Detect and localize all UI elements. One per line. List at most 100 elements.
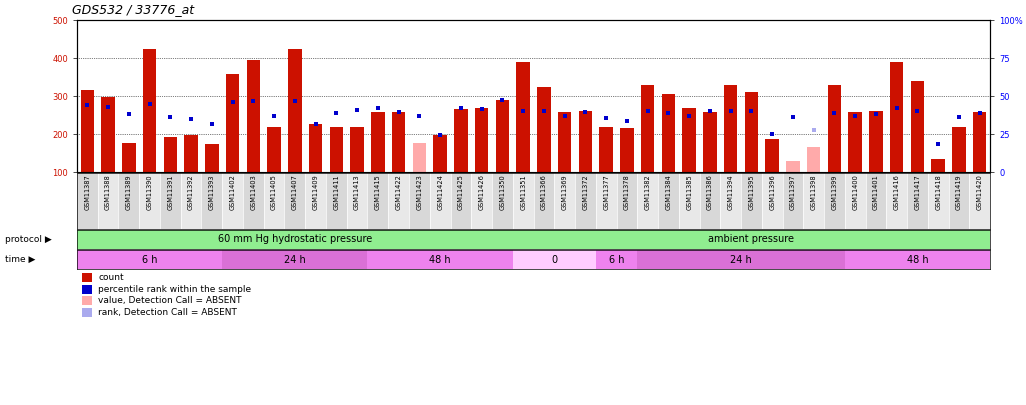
Text: rank, Detection Call = ABSENT: rank, Detection Call = ABSENT xyxy=(98,308,237,317)
Point xyxy=(515,108,531,115)
Text: GSM11425: GSM11425 xyxy=(458,175,464,211)
Text: GSM11420: GSM11420 xyxy=(977,175,983,211)
Bar xyxy=(455,109,468,172)
Bar xyxy=(866,173,886,229)
Text: value, Detection Call = ABSENT: value, Detection Call = ABSENT xyxy=(98,296,242,305)
Text: GSM11392: GSM11392 xyxy=(188,175,194,210)
Bar xyxy=(952,127,965,172)
Bar xyxy=(388,173,409,229)
Bar xyxy=(849,112,862,172)
Bar xyxy=(844,173,866,229)
Point xyxy=(411,113,428,119)
Point xyxy=(432,132,448,139)
Point xyxy=(536,108,552,115)
Bar xyxy=(492,173,513,229)
Bar xyxy=(724,85,738,172)
Bar xyxy=(538,87,551,172)
Bar xyxy=(243,173,264,229)
Text: GSM11378: GSM11378 xyxy=(624,175,630,210)
Text: GSM11419: GSM11419 xyxy=(956,175,962,210)
Point xyxy=(722,108,739,115)
Point xyxy=(183,116,199,122)
Bar xyxy=(720,173,741,229)
Text: GSM11393: GSM11393 xyxy=(209,175,214,210)
Point xyxy=(225,99,241,105)
Bar xyxy=(783,173,803,229)
Point xyxy=(951,114,968,120)
Text: GSM11416: GSM11416 xyxy=(894,175,900,210)
Bar xyxy=(143,49,156,172)
Bar xyxy=(140,173,160,229)
Bar xyxy=(367,173,388,229)
Bar xyxy=(911,81,924,172)
Text: GSM11424: GSM11424 xyxy=(437,175,443,211)
Text: GSM11403: GSM11403 xyxy=(250,175,256,210)
Text: GSM11377: GSM11377 xyxy=(603,175,609,210)
Point xyxy=(245,98,262,104)
Bar xyxy=(513,173,534,229)
Bar xyxy=(450,173,471,229)
Bar xyxy=(844,250,990,269)
Bar xyxy=(205,145,219,172)
Text: GSM11390: GSM11390 xyxy=(147,175,153,210)
Point xyxy=(805,127,822,134)
Text: protocol ▶: protocol ▶ xyxy=(5,235,52,244)
Point xyxy=(619,117,635,124)
Point xyxy=(930,141,946,147)
Bar xyxy=(77,250,223,269)
Bar xyxy=(201,173,223,229)
Text: GSM11388: GSM11388 xyxy=(105,175,111,210)
Text: 60 mm Hg hydrostatic pressure: 60 mm Hg hydrostatic pressure xyxy=(218,234,372,244)
Text: GSM11385: GSM11385 xyxy=(686,175,693,210)
Point xyxy=(121,111,137,118)
Bar xyxy=(513,230,990,249)
Text: GSM11405: GSM11405 xyxy=(271,175,277,211)
Bar xyxy=(765,139,779,172)
Text: GSM11386: GSM11386 xyxy=(707,175,713,210)
Point xyxy=(142,100,158,107)
Bar xyxy=(637,173,658,229)
Bar xyxy=(682,109,696,172)
Point xyxy=(785,114,801,120)
Text: 24 h: 24 h xyxy=(284,255,306,264)
Bar xyxy=(102,97,115,172)
Bar xyxy=(160,173,181,229)
Text: 6 h: 6 h xyxy=(142,255,157,264)
Text: time ▶: time ▶ xyxy=(5,255,36,264)
Point xyxy=(308,120,324,127)
Bar xyxy=(599,127,613,172)
Point xyxy=(452,105,469,111)
Bar xyxy=(516,62,529,172)
Text: GSM11400: GSM11400 xyxy=(853,175,858,211)
Bar xyxy=(558,112,571,172)
Bar xyxy=(907,173,928,229)
Bar xyxy=(185,135,198,172)
Point xyxy=(972,110,988,117)
Bar xyxy=(949,173,970,229)
Text: 6 h: 6 h xyxy=(608,255,624,264)
Text: GDS532 / 33776_at: GDS532 / 33776_at xyxy=(72,3,194,16)
Point xyxy=(266,113,282,119)
Bar xyxy=(970,173,990,229)
Bar xyxy=(596,173,617,229)
Bar xyxy=(641,85,655,172)
Bar xyxy=(77,173,97,229)
Bar xyxy=(264,173,284,229)
Bar xyxy=(554,173,575,229)
Point xyxy=(495,97,511,103)
Text: percentile rank within the sample: percentile rank within the sample xyxy=(98,285,251,294)
Text: GSM11426: GSM11426 xyxy=(479,175,484,211)
Bar xyxy=(869,111,882,172)
Bar xyxy=(409,173,430,229)
Bar xyxy=(371,112,385,172)
Point xyxy=(286,98,303,104)
Text: GSM11415: GSM11415 xyxy=(374,175,381,210)
Bar xyxy=(700,173,720,229)
Bar xyxy=(163,137,177,172)
Bar xyxy=(575,173,596,229)
Text: 48 h: 48 h xyxy=(429,255,451,264)
Bar xyxy=(309,124,322,172)
Bar xyxy=(350,127,364,172)
Bar xyxy=(223,173,243,229)
Bar xyxy=(181,173,201,229)
